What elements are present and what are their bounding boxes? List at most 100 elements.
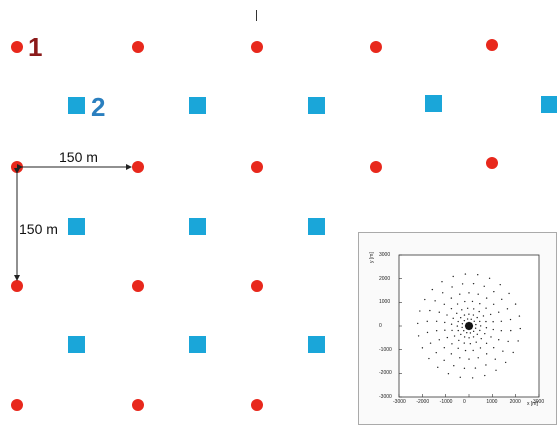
inset-y-tick-label: -3000 — [379, 394, 392, 400]
station-type-2-marker — [425, 95, 442, 112]
inset-scatter-plot: y [m] x [m] 3000 2000 1000 0 -1000 -2000 -3000… — [358, 232, 557, 425]
inset-data-point — [461, 326, 463, 329]
inset-data-point — [424, 298, 426, 301]
inset-data-point — [444, 329, 446, 331]
inset-data-point — [457, 347, 459, 350]
inset-y-tick-label: 0 — [379, 323, 382, 329]
inset-data-point — [442, 292, 444, 294]
inset-x-tick-label: 2000 — [509, 399, 521, 405]
inset-xlabel: x [m] — [527, 401, 538, 407]
inset-data-point — [472, 349, 474, 352]
inset-data-point — [478, 310, 480, 313]
inset-data-point — [443, 347, 446, 349]
inset-data-point — [492, 346, 495, 349]
inset-data-point — [474, 327, 477, 329]
inset-y-tick-label: -2000 — [379, 370, 392, 377]
inset-data-point — [508, 292, 510, 295]
inset-data-point — [446, 314, 448, 316]
station-type-2-marker — [189, 336, 206, 353]
inset-data-point — [492, 321, 494, 323]
inset-data-point — [471, 377, 474, 379]
inset-data-point — [450, 297, 453, 299]
inset-data-point — [485, 364, 487, 366]
inset-data-point — [461, 309, 463, 311]
inset-data-point — [437, 366, 439, 369]
inset-plot-svg — [398, 254, 540, 398]
inset-data-point — [473, 320, 475, 322]
inset-data-point — [472, 314, 475, 316]
inset-data-point — [463, 319, 466, 322]
inset-x-tick-label: 3000 — [533, 399, 545, 405]
inset-data-point — [435, 330, 438, 332]
station-type-2-marker — [308, 218, 325, 235]
inset-data-point — [426, 320, 428, 323]
inset-data-point — [468, 358, 470, 360]
inset-data-point — [500, 320, 503, 322]
inset-data-point — [500, 330, 503, 332]
inset-data-point — [461, 323, 464, 325]
inset-data-point — [477, 357, 479, 359]
inset-data-point — [434, 300, 436, 302]
inset-y-tick-label: 1000 — [379, 299, 391, 306]
inset-data-point — [498, 311, 500, 313]
inset-data-point — [512, 351, 514, 354]
inset-data-point — [463, 336, 466, 338]
inset-data-point — [460, 333, 462, 336]
inset-data-point — [443, 303, 446, 306]
inset-data-point — [475, 323, 477, 326]
station-type-1-marker — [11, 41, 23, 53]
station-type-1-marker — [486, 39, 498, 51]
inset-data-point — [485, 307, 487, 309]
inset-data-point — [480, 337, 482, 340]
inset-data-point — [463, 314, 466, 316]
inset-data-point — [484, 332, 486, 335]
inset-data-point — [472, 282, 475, 285]
inset-data-point — [502, 350, 504, 352]
station-type-2-marker — [308, 336, 325, 353]
inset-data-point — [472, 336, 475, 338]
horizontal-spacing-label: 150 m — [59, 149, 98, 165]
inset-data-point — [470, 318, 472, 320]
inset-data-point — [482, 315, 485, 317]
inset-data-point — [485, 320, 487, 323]
inset-data-point — [468, 313, 470, 315]
inset-data-point — [485, 353, 488, 355]
station-type-2-marker — [68, 336, 85, 353]
station-type-1-label: 1 — [28, 32, 43, 62]
inset-data-point — [452, 317, 454, 320]
inset-data-point — [451, 329, 453, 332]
inset-data-point — [429, 342, 432, 344]
station-type-2-marker — [189, 218, 206, 235]
station-type-1-marker — [486, 157, 498, 169]
inset-data-point — [428, 357, 430, 360]
inset-data-point — [463, 367, 466, 370]
inset-data-point — [499, 283, 501, 286]
station-type-2-marker — [68, 218, 85, 235]
inset-data-point — [485, 342, 488, 345]
station-type-1-marker — [251, 161, 263, 173]
inset-data-point — [519, 327, 521, 330]
inset-data-point — [507, 340, 509, 343]
top-tick-mark — [256, 10, 257, 21]
inset-x-tick-label: -1000 — [439, 399, 453, 405]
inset-data-point — [457, 329, 459, 332]
inset-data-point — [444, 321, 446, 324]
inset-data-point — [475, 341, 477, 343]
inset-data-point — [477, 273, 479, 276]
inset-data-point — [426, 331, 429, 334]
station-type-1-marker — [251, 41, 263, 53]
station-type-1-marker — [251, 280, 263, 292]
inset-data-point — [477, 293, 479, 295]
inset-data-point — [419, 310, 421, 312]
inset-x-tick-label: 0 — [463, 399, 466, 405]
station-type-1-marker — [11, 399, 23, 411]
station-type-1-marker — [11, 280, 23, 292]
inset-data-point — [471, 300, 474, 303]
inset-data-point — [431, 288, 434, 291]
inset-data-point — [476, 333, 479, 336]
station-type-2-label: 2 — [91, 92, 106, 122]
inset-data-point — [476, 316, 478, 319]
inset-data-point — [429, 309, 431, 312]
inset-data-point — [456, 303, 459, 305]
